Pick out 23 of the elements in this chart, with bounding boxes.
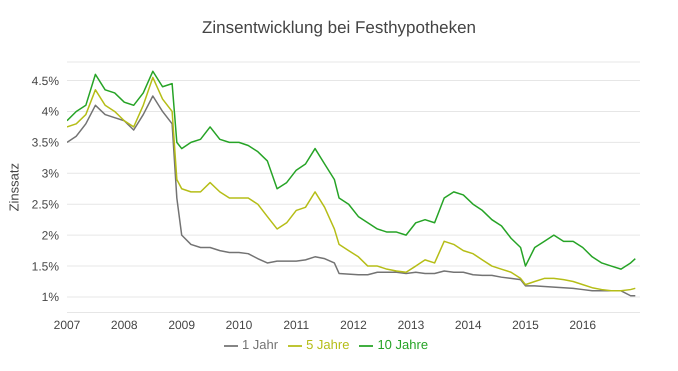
x-tick-label: 2009 <box>168 318 196 332</box>
y-tick-label: 4.5% <box>32 74 60 88</box>
legend-label: 10 Jahre <box>377 337 428 352</box>
y-tick-label: 1.5% <box>32 259 60 274</box>
x-tick-label: 2015 <box>512 318 540 332</box>
y-tick-label: 2% <box>42 228 60 242</box>
x-tick-label: 2008 <box>110 318 138 332</box>
x-tick-label: 2013 <box>398 318 425 332</box>
x-tick-label: 2014 <box>454 318 482 332</box>
y-axis-title: Zinssatz <box>6 163 22 212</box>
y-tick-label: 1% <box>42 290 60 304</box>
legend-label: 1 Jahr <box>242 337 278 352</box>
x-tick-label: 2007 <box>54 318 81 332</box>
x-tick-label: 2011 <box>283 318 310 332</box>
x-tick-label: 2012 <box>340 318 368 332</box>
y-tick-label: 3% <box>42 166 60 181</box>
x-tick-label: 2016 <box>569 318 596 332</box>
x-tick-label: 2010 <box>226 318 253 332</box>
chart-title: Zinsentwicklung bei Festhypotheken <box>200 17 478 39</box>
y-tick-label: 2.5% <box>32 197 60 212</box>
legend-label: 5 Jahre <box>306 337 350 352</box>
y-tick-label: 4% <box>42 104 60 119</box>
y-tick-label: 3.5% <box>32 136 60 150</box>
